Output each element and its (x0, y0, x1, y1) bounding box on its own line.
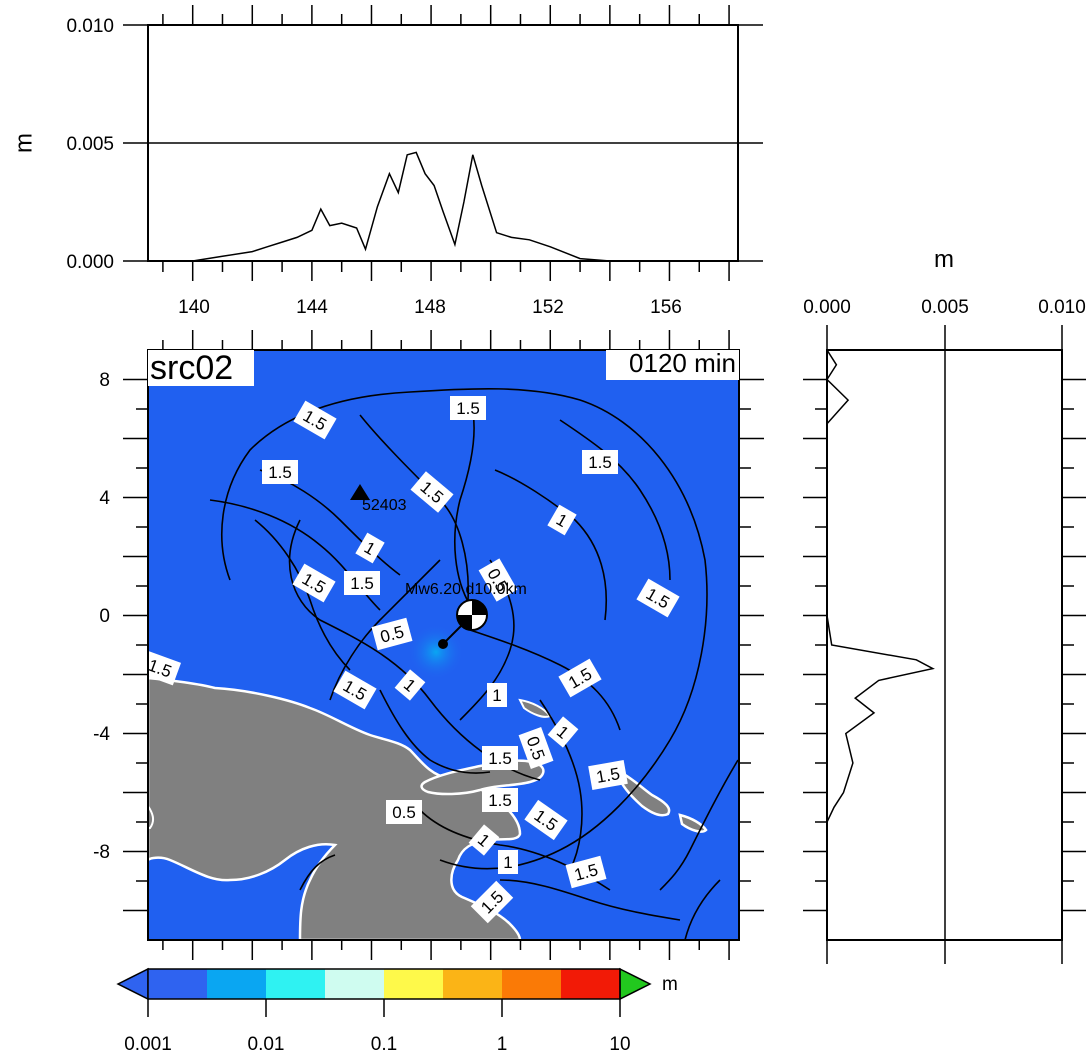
contour-label: 1.5 (488, 791, 512, 810)
colorbar-seg (207, 969, 266, 999)
contour-label: 1 (503, 853, 512, 872)
colorbar-seg (148, 969, 207, 999)
top-profile-line (148, 151, 738, 262)
colorbar-seg (502, 969, 561, 999)
colorbar-tick: 0.1 (371, 1034, 397, 1055)
colorbar: m 0.001 0.01 0.1 1 10 (116, 967, 678, 1055)
colorbar-seg (266, 969, 325, 999)
lat-tick: -4 (93, 724, 110, 745)
top-y-unit: m (10, 133, 37, 153)
right-x-tick: 0.005 (921, 297, 969, 318)
time-label: 0120 min (629, 348, 736, 378)
top-x-tick: 140 (178, 297, 210, 318)
station-label: 52403 (362, 497, 407, 514)
lat-tick: 0 (99, 606, 110, 627)
right-profile-line (826, 349, 935, 940)
contour-label: 1.5 (595, 764, 622, 787)
colorbar-seg (325, 969, 384, 999)
source-label: src02 (150, 349, 233, 387)
top-y-tick: 0.010 (66, 16, 114, 37)
colorbar-tick: 10 (609, 1034, 630, 1055)
map-panel: 1.5 1.5 1.5 1.5 1.5 1 1 1.5 1.5 0.5 0.5 … (93, 330, 764, 960)
top-x-tick: 144 (296, 297, 328, 318)
right-profile-panel: m 0.000 0.005 0.010 (803, 246, 1086, 964)
source-label-box (148, 350, 254, 386)
colorbar-seg (561, 969, 620, 999)
event-label: Mw6.20 d10.0km (405, 581, 527, 598)
right-y-ticks (803, 378, 1086, 912)
map-ticks (123, 330, 764, 960)
colorbar-tick: 0.01 (248, 1034, 285, 1055)
top-x-tick: 156 (650, 297, 682, 318)
top-x-ticks (162, 5, 730, 281)
colorbar-tick: 1 (497, 1034, 508, 1055)
lat-tick: -8 (93, 842, 110, 863)
contour-label: 1.5 (268, 463, 292, 482)
contour-label: 0.5 (392, 803, 416, 822)
right-x-tick: 0.010 (1038, 297, 1086, 318)
station-triangle-icon (350, 484, 370, 500)
top-y-tick: 0.000 (66, 252, 114, 273)
land-mainland (148, 676, 522, 940)
colorbar-seg (443, 969, 502, 999)
top-x-tick: 152 (532, 297, 564, 318)
land-island-5 (148, 804, 155, 829)
colorbar-tick: 0.001 (124, 1034, 172, 1055)
colorbar-low-arrow (116, 967, 149, 1001)
contour-label: 1.5 (350, 574, 374, 593)
lat-tick: 4 (99, 488, 110, 509)
colorbar-unit: m (662, 974, 678, 995)
contour-label: 1 (492, 686, 501, 705)
right-x-unit: m (934, 246, 954, 273)
epicenter-dot (438, 639, 448, 649)
contour-label: 1.5 (456, 399, 480, 418)
colorbar-high-arrow (619, 967, 652, 1001)
right-x-tick: 0.000 (803, 297, 851, 318)
land-island-2 (618, 769, 671, 817)
top-x-tick: 148 (414, 297, 446, 318)
time-label-box (606, 350, 739, 380)
focal-mechanism-icon (456, 599, 488, 631)
top-profile-panel: 0.010 0.005 0.000 m 140 144 148 152 156 (10, 5, 763, 318)
top-y-tick: 0.005 (66, 134, 114, 155)
lat-tick: 8 (99, 370, 110, 391)
land-island-3 (678, 813, 708, 833)
colorbar-seg (384, 969, 443, 999)
contour-label: 1.5 (588, 453, 612, 472)
contour-label: 1.5 (488, 749, 512, 768)
